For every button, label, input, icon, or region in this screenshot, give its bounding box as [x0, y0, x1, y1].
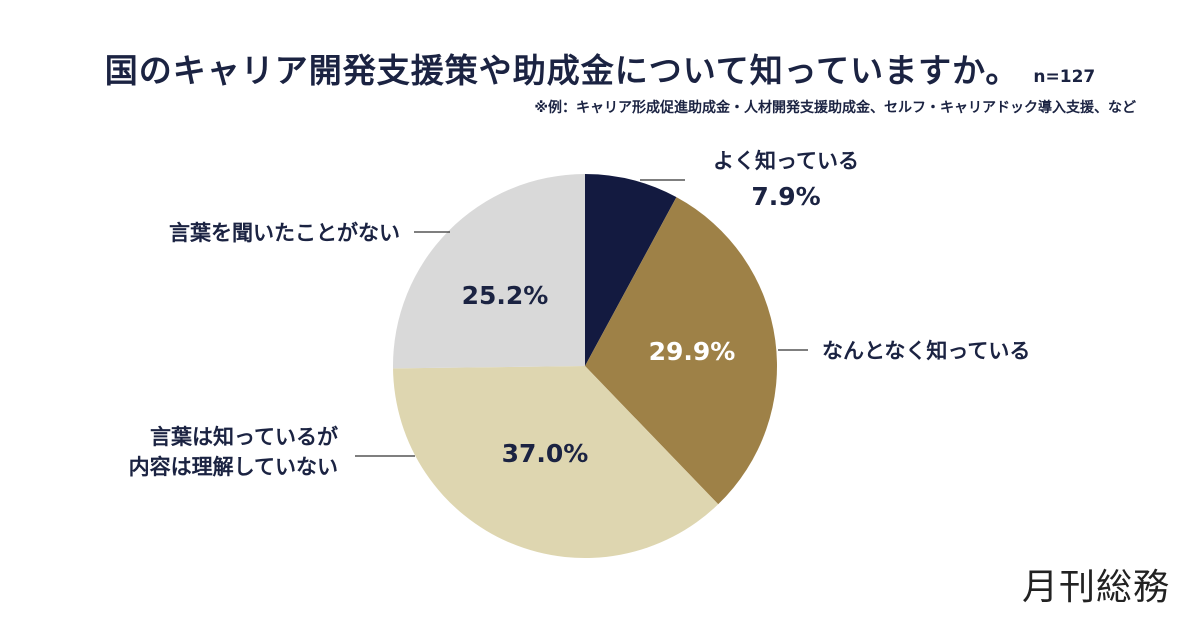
slice-value-label: 25.2% — [462, 281, 549, 310]
slice-category-label: なんとなく知っている — [822, 339, 1030, 363]
brand-logo: 月刊総務 — [1021, 567, 1170, 608]
pie-slice — [393, 174, 585, 369]
slice-category-label: 言葉を聞いたことがない — [169, 221, 400, 245]
slice-value-label: 37.0% — [502, 439, 589, 468]
title-text: 国のキャリア開発支援策や助成金について知っていますか。 — [104, 51, 1020, 90]
slice-category-label: 言葉は知っているが — [150, 425, 338, 449]
chart-title: 国のキャリア開発支援策や助成金について知っていますか。 n=127 — [0, 44, 1200, 92]
slice-value-label: 7.9% — [751, 182, 820, 211]
sample-size: n=127 — [1033, 67, 1096, 87]
slice-value-label: 29.9% — [649, 337, 736, 366]
slice-category-label: よく知っている — [713, 149, 859, 173]
chart-note: ※例：キャリア形成促進助成金・人材開発支援助成金、セルフ・キャリアドック導入支援… — [534, 100, 1136, 116]
pie-slice — [393, 366, 719, 559]
pie-slice — [585, 197, 778, 505]
slice-category-label: 内容は理解していない — [129, 455, 338, 479]
pie-slice — [585, 174, 677, 366]
